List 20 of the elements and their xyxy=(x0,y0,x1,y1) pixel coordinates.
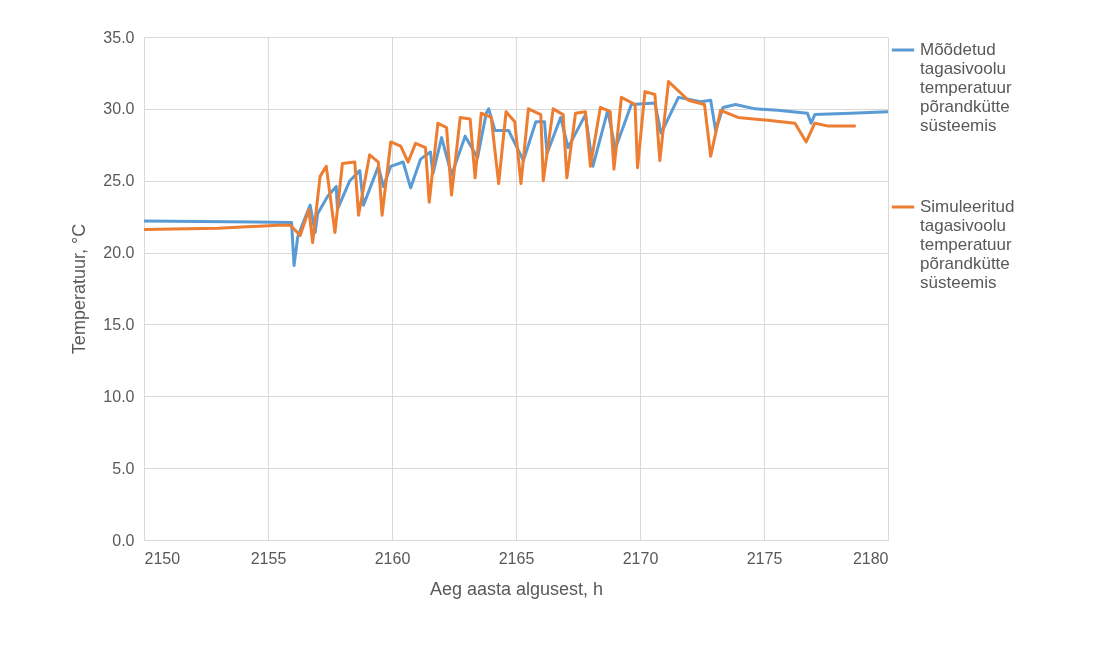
y-tick-label: 35.0 xyxy=(103,28,135,46)
x-tick-label: 2165 xyxy=(498,549,535,567)
y-tick-label: 0.0 xyxy=(112,531,135,549)
y-tick-label: 20.0 xyxy=(103,244,135,262)
x-tick-label: 2155 xyxy=(250,549,287,567)
line-series xyxy=(142,80,858,245)
x-tick-label: 2150 xyxy=(144,549,181,567)
y-axis-title: Temperatuur, °C xyxy=(69,223,90,355)
y-tick-label: 15.0 xyxy=(103,315,135,333)
x-tick-label: 2180 xyxy=(852,549,889,567)
y-tick-label: 10.0 xyxy=(103,387,135,405)
y-tick-label: 5.0 xyxy=(112,459,135,477)
legend-label: Mõõdetud tagasivoolu temperatuur põrandkütte süsteemis xyxy=(920,40,1012,135)
legend-label: Simuleeritud tagasivoolu temperatuur põrandkütte süsteemis xyxy=(920,197,1015,292)
x-tick-label: 2160 xyxy=(374,549,411,567)
x-tick-label: 2175 xyxy=(746,549,783,567)
x-axis-title: Aeg aasta algusest, h xyxy=(429,578,604,599)
y-tick-label: 25.0 xyxy=(103,172,135,190)
x-tick-label: 2170 xyxy=(622,549,659,567)
y-tick-label: 30.0 xyxy=(103,100,135,118)
